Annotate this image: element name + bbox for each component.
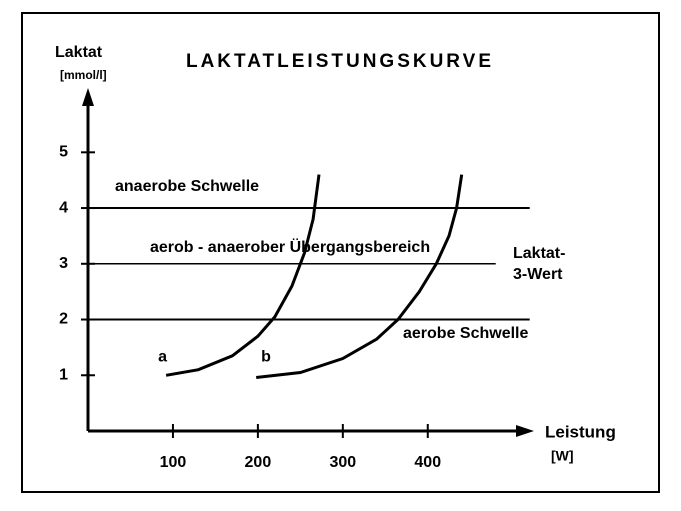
x-tick-label: 200	[245, 454, 272, 471]
y-tick-label: 2	[59, 311, 68, 328]
side-label: 3-Wert	[513, 266, 563, 283]
curve-label: a	[158, 348, 167, 365]
reference-label: aerobe Schwelle	[403, 325, 528, 342]
y-tick-label: 4	[59, 199, 68, 216]
y-tick-label: 1	[59, 366, 68, 383]
x-tick-label: 400	[414, 454, 441, 471]
x-tick-label: 300	[329, 454, 356, 471]
y-tick-label: 3	[59, 255, 68, 272]
curve	[256, 174, 464, 379]
x-tick-label: 100	[160, 454, 187, 471]
reference-label: aerob - anaerober Übergangsbereich	[150, 237, 430, 256]
y-axis-arrow	[82, 88, 94, 106]
reference-label: anaerobe Schwelle	[115, 178, 259, 195]
chart-title: LAKTATLEISTUNGSKURVE	[186, 51, 494, 72]
side-label: Laktat-	[513, 245, 565, 262]
curve	[165, 174, 321, 377]
y-axis-unit: [mmol/l]	[60, 68, 107, 82]
y-tick-label: 5	[59, 144, 68, 161]
x-axis-label: Leistung	[545, 422, 616, 441]
frame	[21, 12, 660, 493]
x-axis-unit: [W]	[551, 448, 574, 464]
curve-label: b	[261, 349, 271, 366]
y-axis-label: Laktat	[55, 44, 103, 61]
x-axis-arrow	[516, 425, 534, 437]
